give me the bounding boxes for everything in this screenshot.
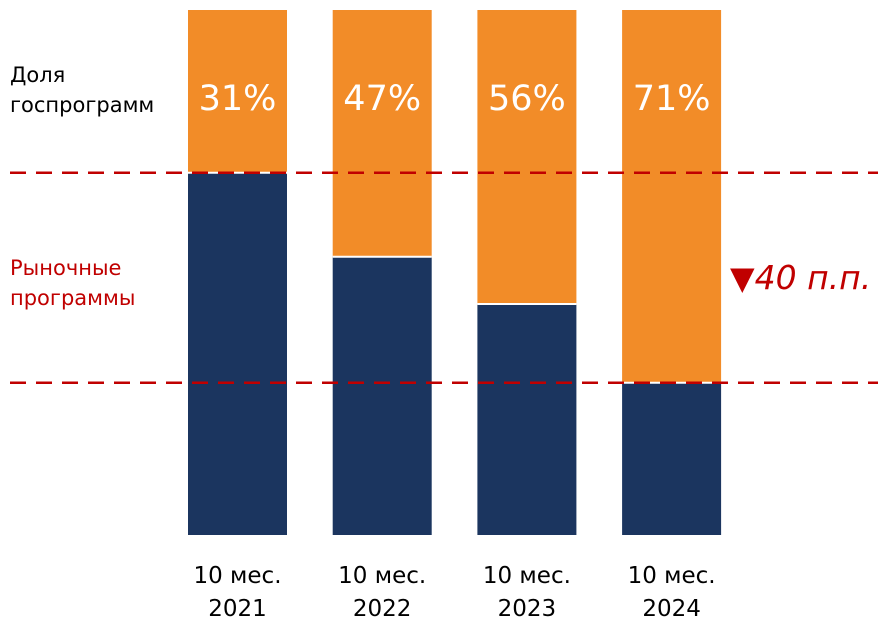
bar-segment-2-2 — [332, 10, 432, 257]
data-label: 31% — [199, 79, 277, 119]
market-programs-label: Рыночные программы — [10, 256, 136, 310]
data-label: 56% — [488, 79, 566, 119]
bar-segment-2-3 — [477, 10, 577, 304]
data-label: 71% — [633, 79, 711, 119]
data-label: 47% — [343, 79, 421, 119]
bar-segment-2-4 — [622, 10, 722, 383]
x-tick-label: 10 мес. 2022 — [338, 563, 427, 622]
change-annotation: ▼40 п.п. — [730, 258, 871, 297]
bar-segment-1-2 — [332, 256, 432, 535]
bar-segment-2-1 — [188, 10, 287, 173]
bar-segment-1-3 — [477, 304, 577, 535]
x-tick-label: 10 мес. 2021 — [193, 563, 282, 622]
change-value: 40 п.п. — [754, 258, 872, 297]
down-triangle-icon: ▼ — [730, 259, 755, 297]
bar-segment-1-1 — [188, 172, 287, 535]
gov-programs-label: Доля госпрограмм — [10, 63, 155, 117]
bar-segment-1-4 — [622, 382, 722, 535]
x-tick-label: 10 мес. 2023 — [482, 563, 571, 622]
x-tick-label: 10 мес. 2024 — [627, 563, 716, 622]
